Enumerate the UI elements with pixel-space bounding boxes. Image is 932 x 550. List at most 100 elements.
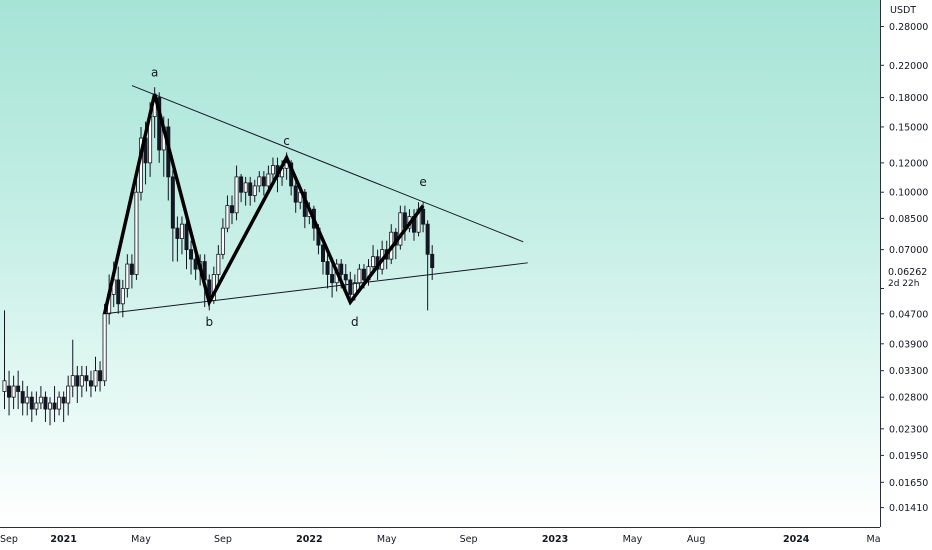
candle	[84, 365, 89, 392]
price-axis[interactable]	[880, 0, 932, 527]
candle	[52, 386, 57, 422]
candle	[88, 370, 93, 398]
candle	[357, 264, 362, 289]
candle	[116, 266, 121, 314]
time-tick-label: Sep	[0, 534, 18, 545]
candle-body	[430, 253, 435, 269]
abcde-wave-path	[102, 93, 425, 315]
candle-body	[184, 223, 189, 251]
candle	[170, 169, 175, 262]
candle	[425, 220, 430, 311]
candle	[229, 195, 234, 225]
candle-body	[357, 268, 362, 284]
candle	[93, 356, 98, 392]
candle	[38, 386, 43, 410]
price-tick-label: 0.10000	[889, 188, 928, 199]
candle	[234, 165, 239, 221]
wave-layer	[102, 93, 425, 315]
candle-body	[257, 176, 262, 187]
candle	[179, 216, 184, 255]
candle-body	[239, 176, 244, 193]
candle	[325, 254, 330, 289]
price-tick-label: 0.18000	[889, 93, 928, 104]
candle	[34, 391, 39, 416]
candle	[11, 375, 16, 410]
price-tick-label: 0.08500	[889, 214, 928, 225]
price-tick-label: 0.03900	[889, 339, 928, 350]
candle-body	[125, 263, 130, 289]
candle-body	[84, 375, 89, 382]
candle	[189, 240, 194, 275]
candle-body	[134, 191, 139, 275]
candle	[43, 391, 48, 422]
price-tick-label: 0.07000	[889, 245, 928, 256]
candle	[184, 218, 189, 270]
candle	[330, 264, 335, 298]
plot-area[interactable]	[0, 0, 880, 527]
candle-body	[88, 380, 93, 387]
candle-body	[170, 176, 175, 229]
candle	[29, 391, 34, 422]
candle	[20, 380, 25, 416]
time-tick-label: 2024	[783, 534, 810, 545]
candle-body	[421, 208, 426, 225]
candle	[239, 173, 244, 203]
candle-body	[348, 279, 353, 295]
price-tick-label: 0.01410	[889, 503, 928, 514]
candle-body	[284, 162, 289, 169]
candle-body	[7, 385, 12, 398]
candle	[220, 218, 225, 260]
candle	[293, 179, 298, 213]
time-tick-label: 2023	[542, 534, 568, 545]
candle-body	[261, 176, 266, 187]
wave-label-a: a	[151, 66, 158, 80]
candle	[125, 254, 130, 298]
candle	[75, 365, 80, 404]
candle-body	[43, 396, 48, 410]
price-tick-label: 0.02300	[889, 424, 928, 435]
candle	[216, 245, 221, 283]
candle	[70, 339, 75, 398]
price-tick-label: 0.02800	[889, 393, 928, 404]
candle	[79, 365, 84, 398]
price-tick-label: 0.12000	[889, 158, 928, 169]
time-tick-label: Aug	[687, 534, 706, 545]
candle-body	[266, 173, 271, 187]
candle	[129, 254, 134, 289]
candle	[120, 279, 125, 318]
candles-layer	[2, 87, 435, 426]
candle-body	[234, 176, 239, 214]
time-ticks-layer: Sep 2021 May Sep 2022 May Sep 2023 May Aug 2024 Ma	[0, 534, 881, 545]
candle-body	[252, 185, 257, 196]
price-tick-label: 0.28000	[889, 22, 928, 33]
candle	[248, 176, 253, 206]
candle-body	[2, 380, 7, 392]
candle-body	[66, 385, 71, 404]
candle-body	[229, 205, 234, 214]
currency-label: USDT	[890, 5, 917, 16]
candle-body	[343, 274, 348, 281]
candle	[252, 179, 257, 203]
price-tick-label: 0.01950	[889, 451, 928, 462]
wave-labels-layer: a b c d e	[151, 66, 427, 330]
candle	[66, 375, 71, 416]
price-tick-label: 0.01650	[889, 478, 928, 489]
time-axis[interactable]	[0, 527, 880, 550]
candle-body	[61, 396, 66, 404]
candle-body	[48, 402, 53, 410]
time-tick-label: 2022	[296, 534, 322, 545]
candle	[257, 171, 262, 193]
price-tick-label: 0.03300	[889, 366, 928, 377]
candle-body	[93, 370, 98, 387]
trendlines-layer	[104, 85, 528, 315]
time-tick-label: May	[623, 534, 643, 545]
time-tick-label: May	[131, 534, 151, 545]
last-price-value: 0.06262	[888, 267, 928, 278]
candle	[175, 216, 180, 262]
candle-body	[175, 227, 180, 239]
time-tick-label: May	[377, 534, 397, 545]
candle-body	[75, 375, 80, 387]
candle-body	[29, 396, 34, 410]
wave-label-c: c	[283, 134, 290, 148]
